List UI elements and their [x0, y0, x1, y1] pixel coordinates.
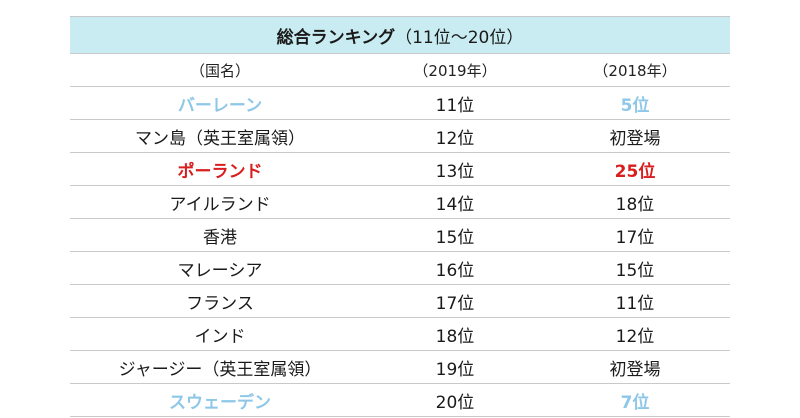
table-header-row: （国名） （2019年） （2018年）: [70, 53, 730, 87]
table-row: スウェーデン 20位 7位: [70, 383, 730, 417]
cell-rank-2019: 19位: [370, 350, 540, 384]
table-title-sub: （11位～20位）: [395, 27, 524, 48]
cell-rank-2019: 15位: [370, 218, 540, 252]
cell-rank-2018: 15位: [540, 251, 730, 285]
cell-country: マン島（英王室属領）: [70, 119, 370, 153]
cell-rank-2019: 20位: [370, 383, 540, 417]
cell-rank-2019: 17位: [370, 284, 540, 318]
cell-country: アイルランド: [70, 185, 370, 219]
cell-rank-2018: 25位: [540, 152, 730, 186]
table-title-main: 総合ランキング: [276, 27, 396, 48]
table-body: バーレーン 11位 5位 マン島（英王室属領） 12位 初登場 ポーランド 13位 25位 アイル…: [70, 86, 730, 417]
header-country: （国名）: [70, 53, 370, 87]
cell-rank-2019: 18位: [370, 317, 540, 351]
table-row: バーレーン 11位 5位: [70, 86, 730, 120]
cell-country: 香港: [70, 218, 370, 252]
table-row: フランス 17位 11位: [70, 284, 730, 318]
table-title: 総合ランキング（11位～20位）: [70, 16, 730, 54]
cell-rank-2018: 初登場: [540, 119, 730, 153]
cell-country: インド: [70, 317, 370, 351]
table-row: 香港 15位 17位: [70, 218, 730, 252]
ranking-table: 総合ランキング（11位～20位） （国名） （2019年） （2018年） バー…: [70, 16, 730, 417]
cell-rank-2018: 18位: [540, 185, 730, 219]
cell-rank-2019: 14位: [370, 185, 540, 219]
cell-rank-2018: 17位: [540, 218, 730, 252]
ranking-table-container: 総合ランキング（11位～20位） （国名） （2019年） （2018年） バー…: [70, 16, 730, 417]
table-row: ジャージー（英王室属領） 19位 初登場: [70, 350, 730, 384]
cell-rank-2019: 11位: [370, 86, 540, 120]
table-row: マレーシア 16位 15位: [70, 251, 730, 285]
cell-rank-2018: 11位: [540, 284, 730, 318]
cell-country: ポーランド: [70, 152, 370, 186]
cell-rank-2019: 13位: [370, 152, 540, 186]
cell-country: マレーシア: [70, 251, 370, 285]
cell-country: バーレーン: [70, 86, 370, 120]
cell-country: フランス: [70, 284, 370, 318]
cell-rank-2018: 初登場: [540, 350, 730, 384]
header-2019: （2019年）: [370, 53, 540, 87]
cell-rank-2018: 7位: [540, 383, 730, 417]
cell-country: スウェーデン: [70, 383, 370, 417]
table-row: マン島（英王室属領） 12位 初登場: [70, 119, 730, 153]
cell-country: ジャージー（英王室属領）: [70, 350, 370, 384]
table-row: アイルランド 14位 18位: [70, 185, 730, 219]
cell-rank-2019: 16位: [370, 251, 540, 285]
header-2018: （2018年）: [540, 53, 730, 87]
cell-rank-2019: 12位: [370, 119, 540, 153]
table-row: インド 18位 12位: [70, 317, 730, 351]
table-row: ポーランド 13位 25位: [70, 152, 730, 186]
table-title-row: 総合ランキング（11位～20位）: [70, 16, 730, 54]
cell-rank-2018: 5位: [540, 86, 730, 120]
cell-rank-2018: 12位: [540, 317, 730, 351]
